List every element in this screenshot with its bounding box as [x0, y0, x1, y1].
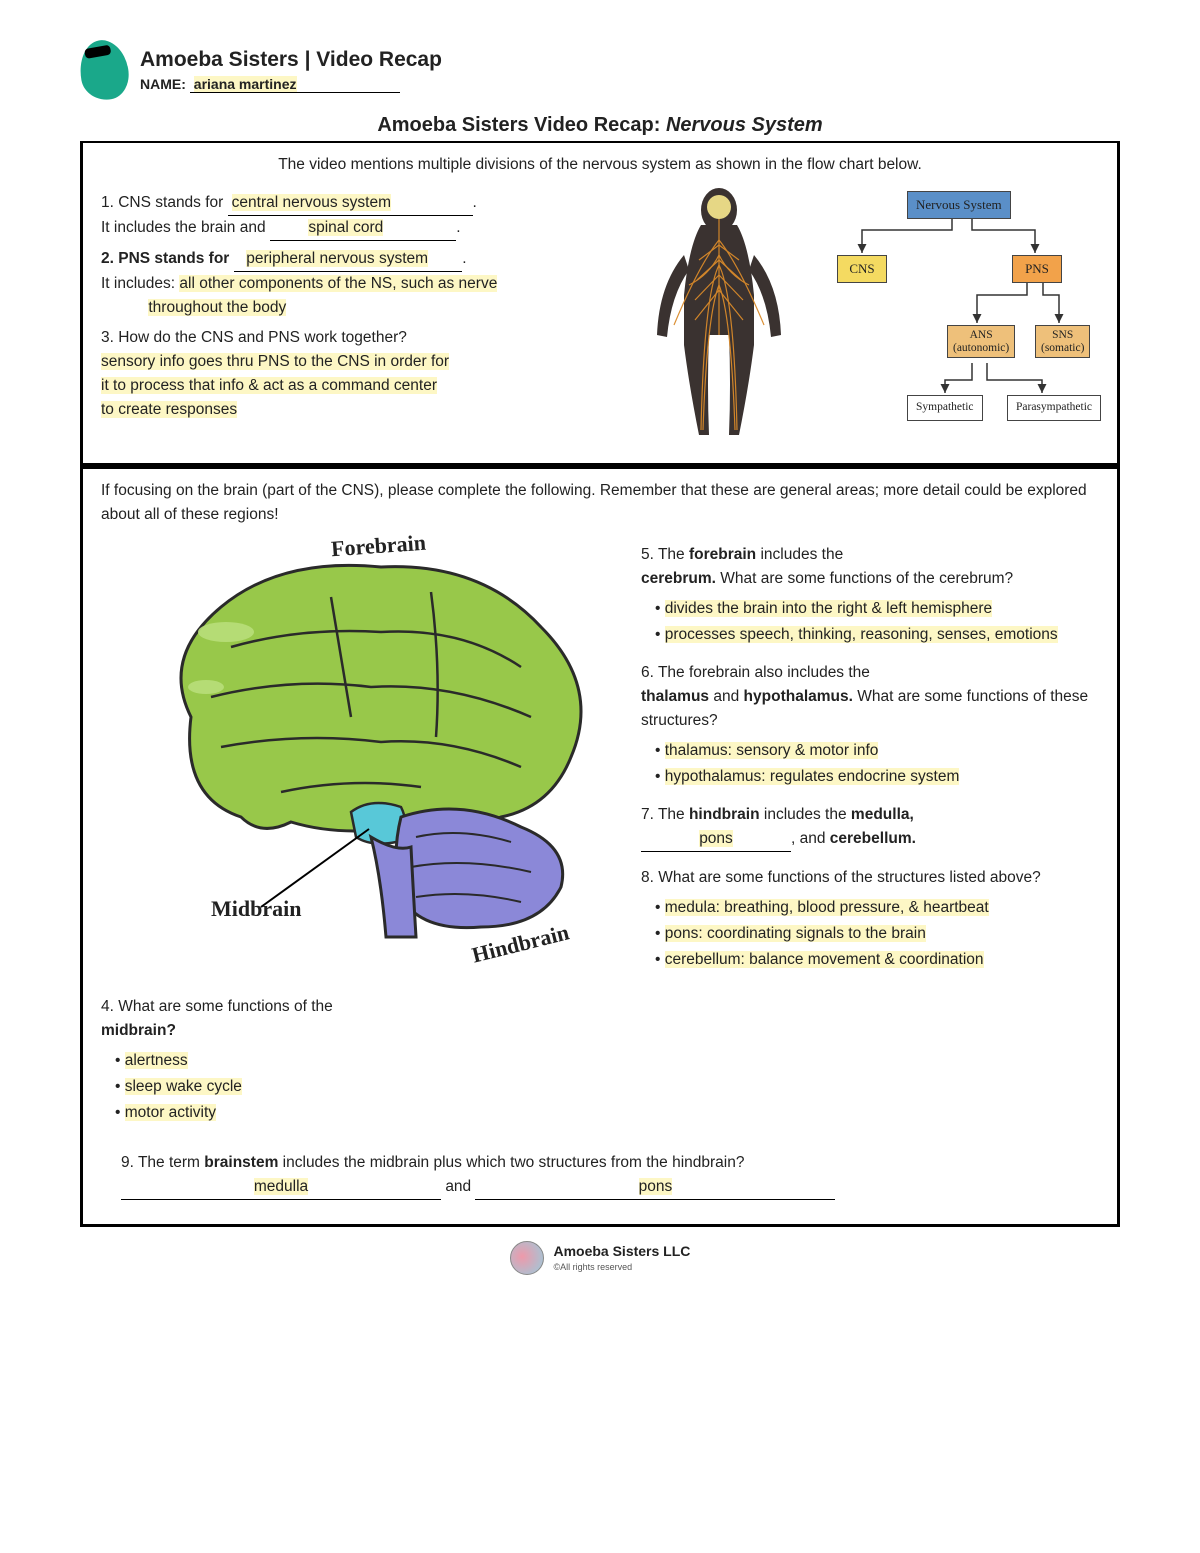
title-prefix: Amoeba Sisters Video Recap: [377, 114, 666, 136]
q9-ans2[interactable]: pons [639, 1178, 673, 1195]
q7-b: hindbrain [689, 806, 760, 823]
section-divisions: The video mentions multiple divisions of… [80, 143, 1120, 466]
q5-ans2[interactable]: processes speech, thinking, reasoning, s… [665, 626, 1058, 643]
flow-box-parasympathetic: Parasympathetic [1007, 395, 1101, 421]
q7-d: medulla, [851, 806, 914, 823]
q2-label: 2. PNS stands for [101, 250, 234, 267]
q5-d: cerebrum. [641, 570, 716, 587]
sec1-intro: The video mentions multiple divisions of… [101, 153, 1099, 177]
q6-c: and [709, 688, 743, 705]
title-topic: Nervous System [666, 114, 823, 136]
q8-ans1[interactable]: medula: breathing, blood pressure, & hea… [665, 899, 989, 916]
q2b-label: It includes: [101, 275, 179, 292]
flow-box-ns: Nervous System [907, 191, 1011, 219]
footer-company: Amoeba Sisters LLC [553, 1243, 690, 1259]
page-title: Amoeba Sisters Video Recap: Nervous Syst… [80, 114, 1120, 143]
brand-title: Amoeba Sisters | Video Recap [140, 48, 442, 72]
flow-box-sns: SNS(somatic) [1035, 325, 1090, 358]
name-label: NAME: [140, 76, 186, 92]
q7-e: , and [791, 830, 830, 847]
q9-a: 9. The term [121, 1154, 204, 1171]
brain-diagram [101, 537, 621, 957]
q4-ans3[interactable]: motor activity [125, 1104, 216, 1121]
q3-answer2[interactable]: it to process that info & act as a comma… [101, 377, 437, 394]
q4-label-b: midbrain? [101, 1022, 176, 1039]
sec2-intro: If focusing on the brain (part of the CN… [101, 479, 1099, 527]
q8-ans2[interactable]: pons: coordinating signals to the brain [665, 925, 926, 942]
nervous-system-flowchart: Nervous System CNS PNS ANS(autonomic) SN… [817, 185, 1097, 445]
q3-label: 3. How do the CNS and PNS work together? [101, 329, 407, 346]
q3-answer3[interactable]: to create responses [101, 401, 237, 418]
flow-box-cns: CNS [837, 255, 887, 283]
label-midbrain: Midbrain [211, 892, 301, 926]
q2b-answer2[interactable]: throughout the body [148, 299, 286, 316]
q5-a: 5. The [641, 546, 689, 563]
q9-b: brainstem [204, 1154, 278, 1171]
q6-ans2[interactable]: hypothalamus: regulates endocrine system [665, 768, 960, 785]
q8-label: 8. What are some functions of the struct… [641, 866, 1099, 890]
q4-ans2[interactable]: sleep wake cycle [125, 1078, 242, 1095]
sec2-questions-right: 5. The forebrain includes the cerebrum. … [641, 537, 1099, 1127]
flow-box-pns: PNS [1012, 255, 1062, 283]
q2b-answer1[interactable]: all other components of the NS, such as … [179, 275, 497, 292]
amoeba-logo-icon [75, 36, 133, 103]
q9-and: and [445, 1178, 475, 1195]
q7-f: cerebellum. [830, 830, 916, 847]
header: Amoeba Sisters | Video Recap NAME: arian… [80, 40, 1120, 100]
q5-b: forebrain [689, 546, 756, 563]
flow-box-sympathetic: Sympathetic [907, 395, 983, 421]
q6-a: 6. The forebrain also includes the [641, 664, 870, 681]
q4-ans1[interactable]: alertness [125, 1052, 188, 1069]
nervous-system-body-diagram [629, 185, 809, 445]
flow-box-ans: ANS(autonomic) [947, 325, 1015, 358]
section-brain: If focusing on the brain (part of the CN… [80, 466, 1120, 1227]
label-forebrain: Forebrain [330, 526, 427, 567]
footer: Amoeba Sisters LLC ©All rights reserved [80, 1241, 1120, 1275]
hindbrain-shape [371, 809, 563, 937]
name-field: NAME: ariana martinez [140, 76, 442, 93]
footer-logo-icon [510, 1241, 544, 1275]
q7-answer[interactable]: pons [699, 830, 733, 847]
q6-d: hypothalamus. [744, 688, 853, 705]
q8-ans3[interactable]: cerebellum: balance movement & coordinat… [665, 951, 984, 968]
q6-b: thalamus [641, 688, 709, 705]
sec1-questions: 1. CNS stands for central nervous system… [101, 185, 615, 445]
q5-c: includes the [756, 546, 843, 563]
q1-label: 1. CNS stands for [101, 194, 228, 211]
student-name[interactable]: ariana martinez [194, 76, 297, 92]
q1b-answer[interactable]: spinal cord [308, 219, 383, 236]
q3-answer1[interactable]: sensory info goes thru PNS to the CNS in… [101, 353, 449, 370]
q6-ans1[interactable]: thalamus: sensory & motor info [665, 742, 879, 759]
q5-ans1[interactable]: divides the brain into the right & left … [665, 600, 992, 617]
brain-diagram-area: Forebrain [101, 537, 621, 1127]
q2-answer[interactable]: peripheral nervous system [246, 250, 428, 267]
q5-e: What are some functions of the cerebrum? [716, 570, 1013, 587]
q9-c: includes the midbrain plus which two str… [278, 1154, 744, 1171]
q7-c: includes the [760, 806, 851, 823]
q7-a: 7. The [641, 806, 689, 823]
q1b-label: It includes the brain and [101, 219, 270, 236]
q1-answer[interactable]: central nervous system [232, 194, 391, 211]
q9-ans1[interactable]: medulla [254, 1178, 308, 1195]
q4-label-a: 4. What are some functions of the [101, 998, 333, 1015]
footer-rights: ©All rights reserved [553, 1262, 632, 1272]
